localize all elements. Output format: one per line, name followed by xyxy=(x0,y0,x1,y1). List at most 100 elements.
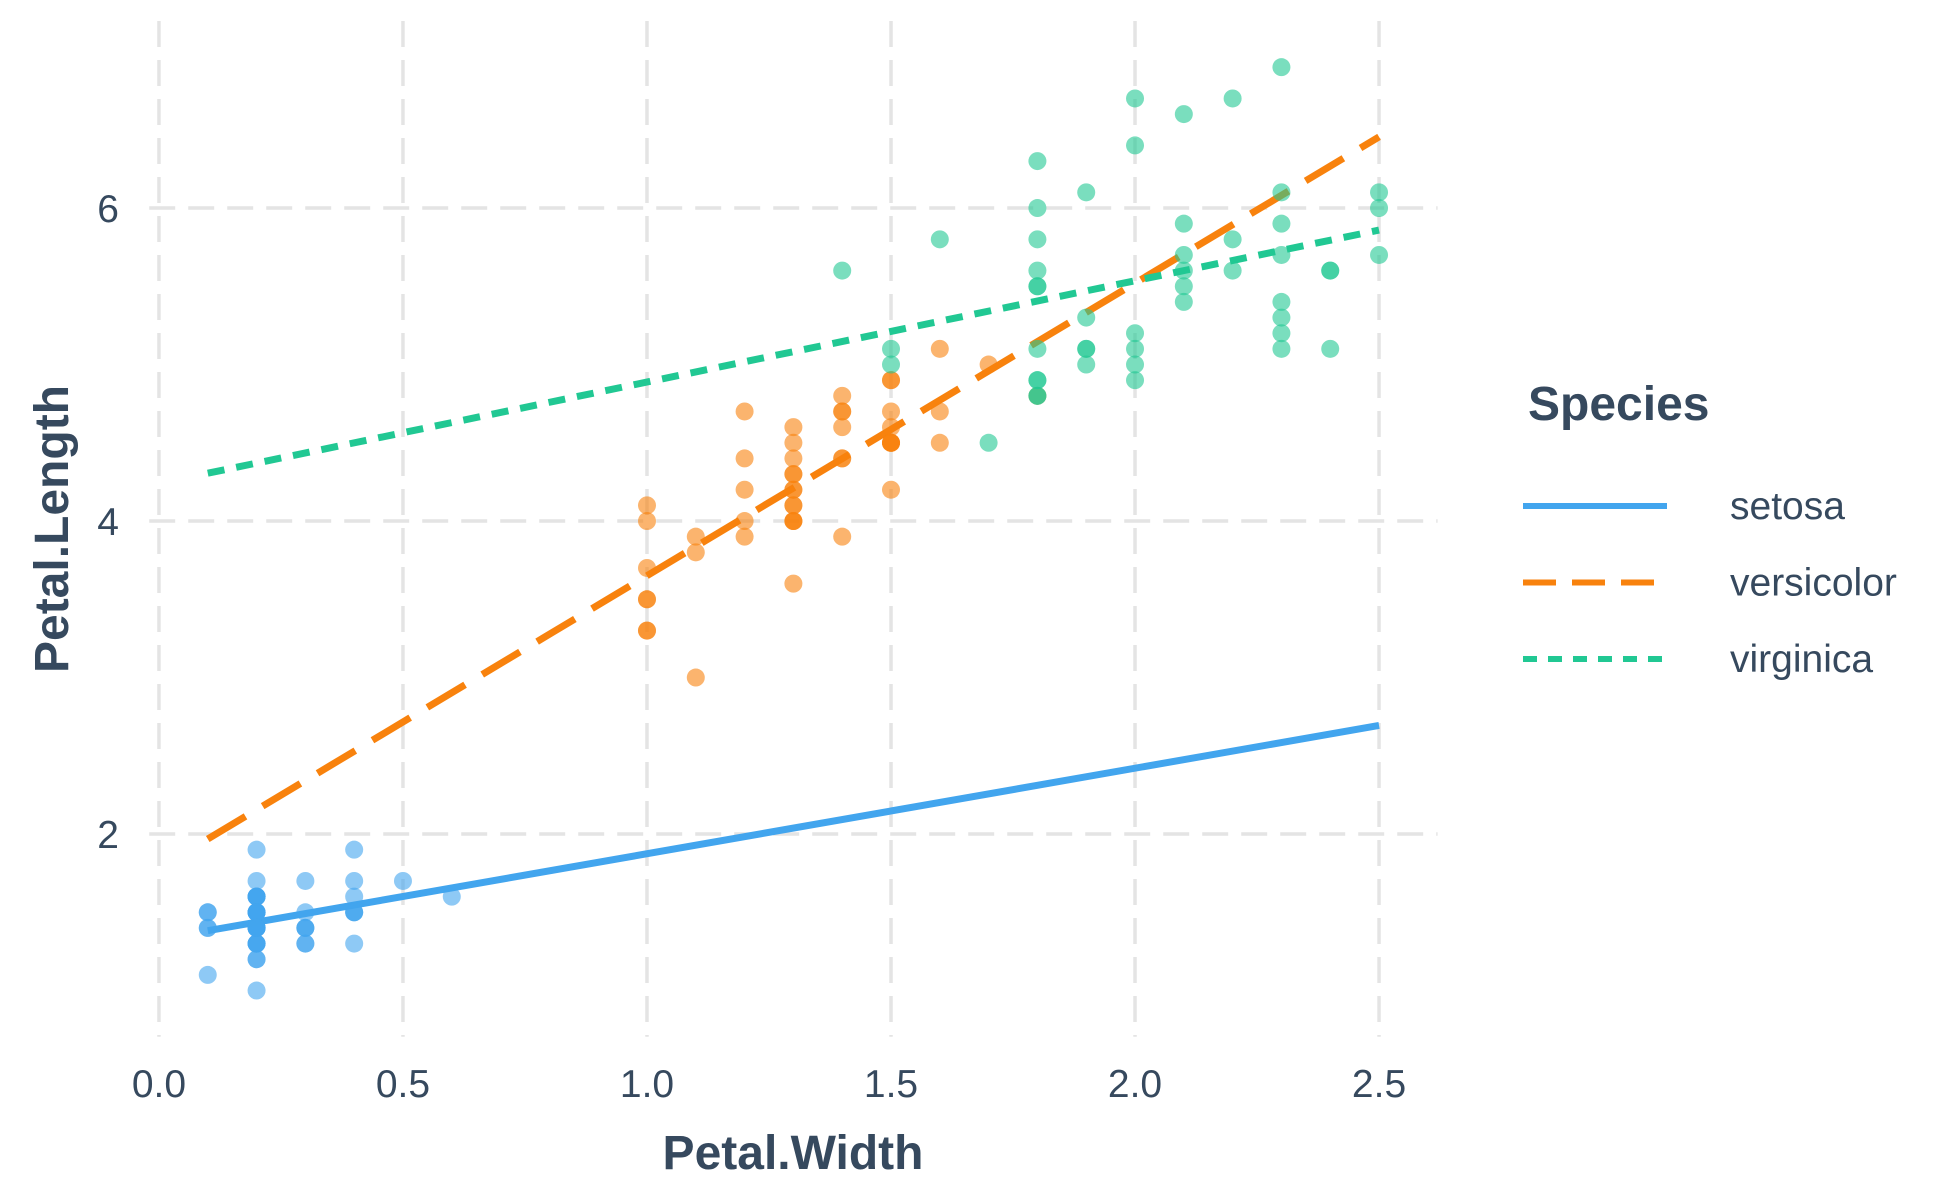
data-point xyxy=(1126,371,1145,390)
data-point xyxy=(833,449,852,468)
data-point xyxy=(247,934,266,953)
data-point xyxy=(833,527,852,546)
data-point xyxy=(882,418,901,437)
data-point xyxy=(442,887,461,906)
x-tick-label: 2.0 xyxy=(1108,1063,1162,1106)
data-point xyxy=(784,465,803,484)
data-point xyxy=(1077,308,1096,327)
regression-lines xyxy=(205,133,1381,935)
data-point xyxy=(1028,261,1047,280)
data-point xyxy=(1272,292,1291,311)
data-point xyxy=(247,871,266,890)
data-point xyxy=(1272,245,1291,264)
data-point xyxy=(686,527,705,546)
data-point xyxy=(345,887,364,906)
data-point xyxy=(1370,199,1389,218)
data-point xyxy=(1077,355,1096,374)
x-tick-label: 1.5 xyxy=(864,1063,918,1106)
data-point xyxy=(1028,386,1047,405)
data-point xyxy=(247,840,266,859)
data-point xyxy=(637,621,656,640)
data-point xyxy=(979,355,998,374)
data-point xyxy=(784,512,803,531)
data-point xyxy=(833,402,852,421)
data-point xyxy=(296,918,315,937)
data-point xyxy=(1174,214,1193,233)
data-point xyxy=(1174,277,1193,296)
data-point xyxy=(1174,245,1193,264)
points-layer xyxy=(198,58,1389,1000)
data-point xyxy=(198,903,217,922)
data-point xyxy=(930,230,949,249)
legend-title: Species xyxy=(1528,378,1709,431)
legend: Species setosa versicolor virginica xyxy=(1523,378,1897,681)
data-point xyxy=(930,339,949,358)
y-tick-label: 4 xyxy=(97,501,119,544)
data-point xyxy=(198,965,217,984)
points-setosa xyxy=(198,840,461,1000)
x-axis-title: Petal.Width xyxy=(663,1127,924,1180)
data-point xyxy=(1321,261,1340,280)
data-point xyxy=(1223,89,1242,108)
data-point xyxy=(1028,277,1047,296)
legend-label: setosa xyxy=(1730,485,1845,528)
data-point xyxy=(1126,355,1145,374)
data-point xyxy=(784,449,803,468)
y-axis-title: Petal.Length xyxy=(26,385,79,673)
data-point xyxy=(882,339,901,358)
data-point xyxy=(930,433,949,452)
legend-items: setosa versicolor virginica xyxy=(1523,485,1897,681)
data-point xyxy=(735,449,754,468)
legend-item-setosa: setosa xyxy=(1523,485,1845,528)
data-point xyxy=(637,496,656,515)
data-point xyxy=(345,840,364,859)
data-point xyxy=(882,480,901,499)
data-point xyxy=(1126,136,1145,155)
legend-item-versicolor: versicolor xyxy=(1523,562,1897,605)
data-point xyxy=(1272,214,1291,233)
data-point xyxy=(1321,339,1340,358)
points-versicolor xyxy=(637,339,1047,687)
data-point xyxy=(296,903,315,922)
x-tick-label: 0.0 xyxy=(132,1063,186,1106)
data-point xyxy=(1223,230,1242,249)
legend-label: virginica xyxy=(1730,638,1873,681)
data-point xyxy=(784,480,803,499)
legend-label: versicolor xyxy=(1730,562,1897,605)
data-point xyxy=(833,418,852,437)
x-tick-label: 1.0 xyxy=(620,1063,674,1106)
data-point xyxy=(247,950,266,969)
data-point xyxy=(345,871,364,890)
y-tick-label: 6 xyxy=(97,188,119,231)
data-point xyxy=(637,512,656,531)
data-point xyxy=(784,433,803,452)
data-point xyxy=(833,261,852,280)
data-point xyxy=(784,496,803,515)
data-point xyxy=(1028,371,1047,390)
data-point xyxy=(637,590,656,609)
data-point xyxy=(882,402,901,421)
data-point xyxy=(1174,292,1193,311)
data-point xyxy=(833,386,852,405)
data-point xyxy=(1028,152,1047,171)
data-point xyxy=(882,355,901,374)
data-point xyxy=(882,433,901,452)
data-point xyxy=(1272,324,1291,343)
data-point xyxy=(345,903,364,922)
data-point xyxy=(296,871,315,890)
data-point xyxy=(637,558,656,577)
data-point xyxy=(345,934,364,953)
data-point xyxy=(247,903,266,922)
data-point xyxy=(247,981,266,1000)
data-point xyxy=(930,402,949,421)
legend-item-virginica: virginica xyxy=(1523,638,1873,681)
x-tick-label: 2.5 xyxy=(1352,1063,1406,1106)
data-point xyxy=(1272,58,1291,77)
data-point xyxy=(1028,230,1047,249)
data-point xyxy=(1028,199,1047,218)
data-point xyxy=(735,480,754,499)
data-point xyxy=(1223,261,1242,280)
data-point xyxy=(296,934,315,953)
data-point xyxy=(1370,183,1389,202)
